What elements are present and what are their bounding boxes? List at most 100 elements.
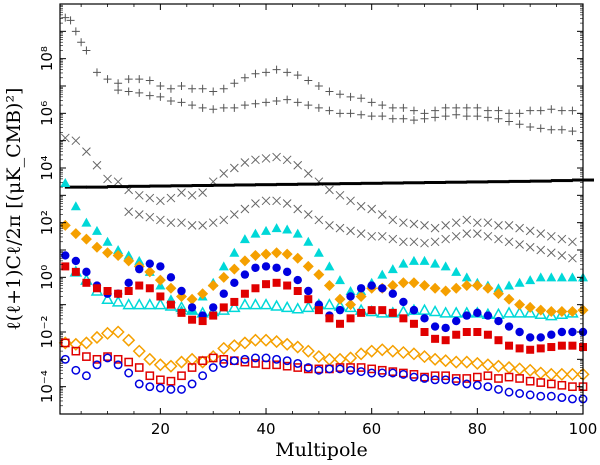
circle-point xyxy=(219,358,229,368)
circle-point xyxy=(377,368,387,378)
diamond-point xyxy=(407,347,421,361)
diamond-point xyxy=(185,352,199,366)
circle-point xyxy=(156,262,165,271)
plus-point xyxy=(462,103,471,112)
plus-point xyxy=(494,106,503,115)
plus-point xyxy=(409,106,418,115)
x-point xyxy=(504,237,514,247)
plus-point xyxy=(388,103,397,112)
x-tick-label: 80 xyxy=(468,420,487,438)
x-point xyxy=(346,226,355,236)
square-point xyxy=(494,336,503,345)
triangle-point xyxy=(70,201,81,211)
plus-point xyxy=(568,127,577,136)
plus-point xyxy=(557,106,566,115)
square-point xyxy=(451,374,461,383)
plus-point xyxy=(188,84,197,93)
circle-point xyxy=(240,354,250,364)
circle-point xyxy=(515,389,525,398)
chart-marks xyxy=(58,13,594,404)
circle-point xyxy=(293,358,303,368)
dash-point xyxy=(466,180,489,184)
plus-point xyxy=(219,84,228,93)
triangle-point xyxy=(292,228,303,238)
triangle-point xyxy=(122,298,135,310)
square-point xyxy=(240,289,249,298)
square-point xyxy=(71,267,80,276)
x-point xyxy=(367,204,377,214)
x-point xyxy=(536,245,546,255)
x-point xyxy=(145,193,155,203)
triangle-point xyxy=(102,236,113,246)
circle-point xyxy=(494,384,503,394)
square-point xyxy=(293,363,303,372)
circle-point xyxy=(335,364,345,374)
dash-point xyxy=(233,183,256,187)
square-point xyxy=(335,319,344,328)
triangle-point xyxy=(398,258,409,268)
plus-point xyxy=(135,75,144,84)
diamond-point xyxy=(513,362,527,376)
square-point xyxy=(357,308,366,317)
y-tick-label: 10⁶ xyxy=(38,101,56,126)
x-point xyxy=(504,221,514,230)
diamond-point xyxy=(153,358,167,372)
plus-point xyxy=(177,98,186,107)
square-point xyxy=(262,280,271,289)
circle-point xyxy=(282,267,292,277)
square-point xyxy=(304,295,313,304)
circle-point xyxy=(378,284,387,293)
plus-point xyxy=(568,106,577,115)
x-point xyxy=(177,218,186,228)
triangle-point xyxy=(261,225,272,235)
diamond-point xyxy=(534,366,548,380)
square-point xyxy=(230,297,239,306)
square-point xyxy=(156,292,165,301)
x-point xyxy=(251,199,260,208)
diamond-point xyxy=(271,247,283,259)
diamond-point xyxy=(248,333,263,347)
square-point xyxy=(124,287,133,295)
x-point xyxy=(103,174,112,184)
diamond-point xyxy=(207,280,219,292)
square-point xyxy=(546,379,556,389)
x-point xyxy=(335,190,345,200)
square-point xyxy=(441,371,450,381)
dash-point xyxy=(550,179,573,183)
circle-point xyxy=(567,394,577,404)
x-point xyxy=(134,210,144,219)
circle-point xyxy=(71,365,81,375)
plus-point xyxy=(61,13,70,22)
x-point xyxy=(272,152,281,162)
circle-point xyxy=(293,275,302,285)
circle-point xyxy=(335,305,345,315)
diamond-point xyxy=(428,352,442,366)
triangle-point xyxy=(546,272,557,282)
plus-point xyxy=(357,94,366,103)
square-point xyxy=(177,371,186,381)
triangle-point xyxy=(259,298,273,310)
circle-point xyxy=(272,354,282,364)
diamond-point xyxy=(238,336,252,350)
diamond-point xyxy=(429,282,441,294)
plus-point xyxy=(283,95,292,104)
square-point xyxy=(462,374,472,383)
x-point xyxy=(536,229,546,238)
plus-point xyxy=(431,106,440,115)
plus-point xyxy=(335,109,344,118)
circle-point xyxy=(557,327,567,337)
circle-point xyxy=(388,368,398,378)
circle-point xyxy=(209,303,218,312)
x-point xyxy=(377,231,387,241)
diamond-point xyxy=(281,248,293,260)
circle-point xyxy=(420,374,429,383)
diamond-point xyxy=(408,277,420,289)
diamond-point xyxy=(322,352,336,366)
x-point xyxy=(356,229,366,238)
circle-point xyxy=(282,356,292,366)
square-point xyxy=(547,343,556,352)
triangle-point xyxy=(132,298,146,310)
plus-point xyxy=(145,91,154,100)
circle-point xyxy=(547,330,556,339)
square-point xyxy=(82,352,91,361)
